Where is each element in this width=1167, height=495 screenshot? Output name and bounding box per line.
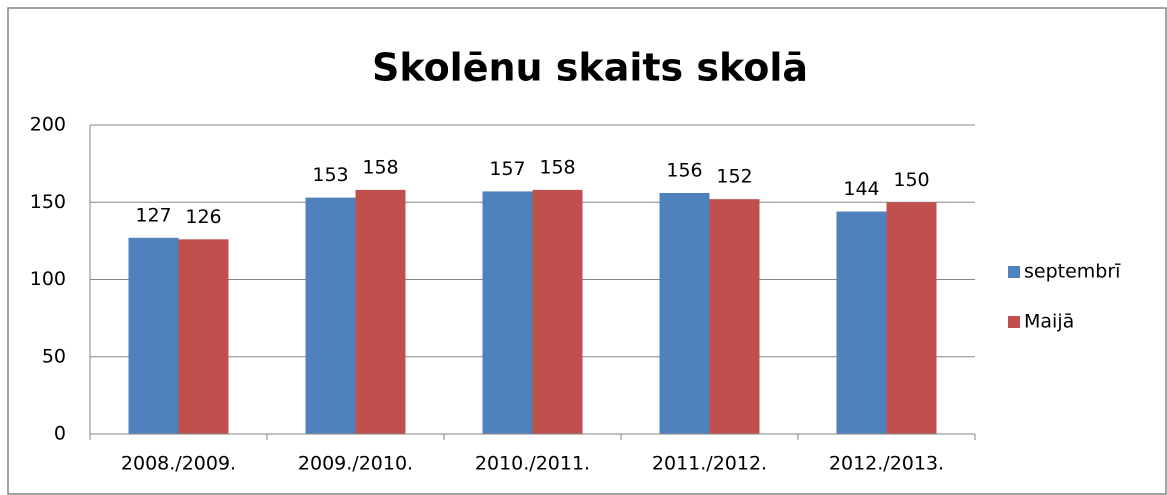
bar (305, 197, 356, 434)
chart-title: Skolēnu skaits skolā (372, 46, 808, 90)
bar (355, 189, 406, 434)
data-label: 152 (716, 166, 752, 188)
bar (659, 192, 710, 434)
y-tick-label: 100 (30, 268, 66, 290)
data-label: 153 (312, 164, 348, 186)
bar (886, 202, 937, 434)
x-tick-label: 2011./2012. (652, 453, 767, 475)
bar (836, 211, 887, 434)
bar (532, 189, 583, 434)
y-tick-label: 200 (30, 114, 66, 136)
data-label: 127 (135, 204, 171, 226)
bar (482, 191, 533, 434)
data-label: 158 (362, 156, 398, 178)
bar (709, 199, 760, 434)
bar (178, 239, 229, 434)
data-label: 144 (843, 178, 879, 200)
data-label: 157 (489, 158, 525, 180)
legend-label: septembrī (1024, 261, 1121, 283)
data-label: 156 (666, 159, 702, 181)
x-tick-label: 2010./2011. (475, 453, 590, 475)
y-tick-label: 50 (42, 345, 66, 367)
legend-swatch (1008, 266, 1020, 278)
legend-label: Maijā (1024, 311, 1074, 333)
data-label: 126 (185, 206, 221, 228)
legend-swatch (1008, 316, 1020, 328)
y-tick-label: 0 (54, 423, 66, 445)
y-tick-label: 150 (30, 191, 66, 213)
x-tick-label: 2012./2013. (829, 453, 944, 475)
x-tick-label: 2009./2010. (298, 453, 413, 475)
bar (128, 237, 179, 434)
x-tick-label: 2008./2009. (121, 453, 236, 475)
data-label: 150 (893, 169, 929, 191)
data-label: 158 (539, 156, 575, 178)
